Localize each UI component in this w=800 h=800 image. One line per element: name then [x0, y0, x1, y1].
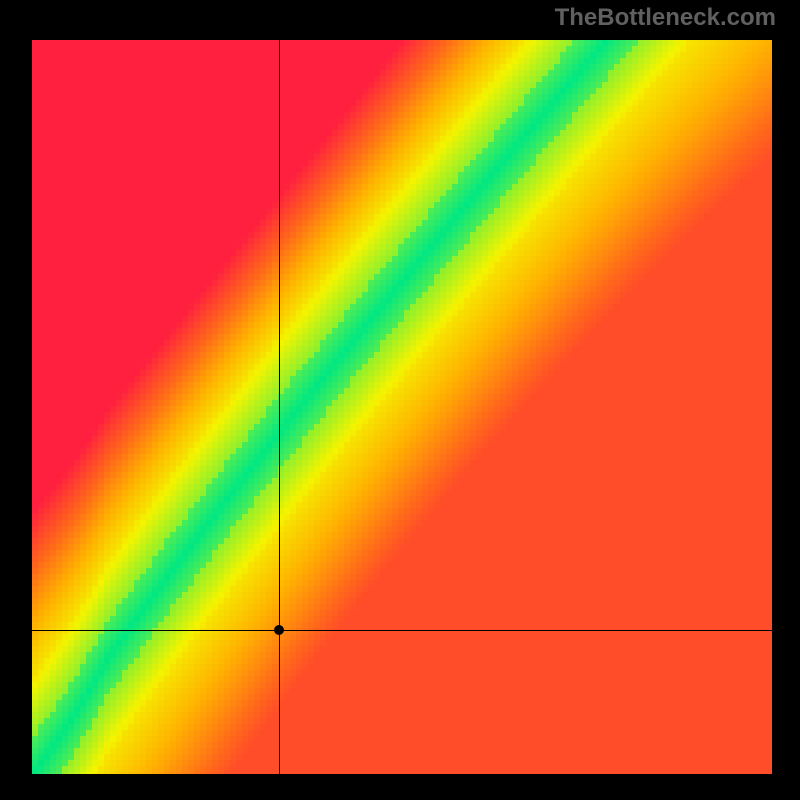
marker-dot — [274, 625, 284, 635]
heatmap-canvas — [32, 40, 772, 774]
crosshair-horizontal — [32, 630, 772, 631]
chart-container: TheBottleneck.com — [0, 0, 800, 800]
watermark-text: TheBottleneck.com — [555, 4, 776, 32]
crosshair-vertical — [279, 40, 280, 774]
